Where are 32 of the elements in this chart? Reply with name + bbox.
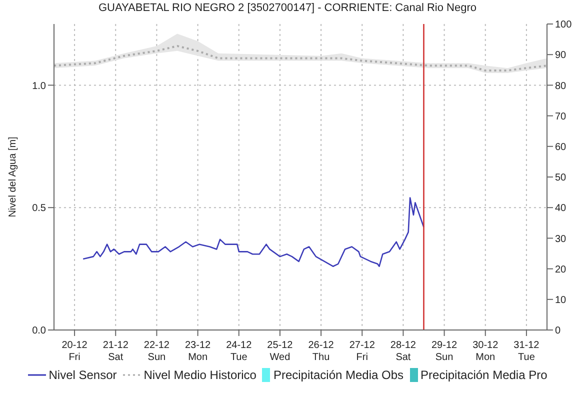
y2-tick-label: 60: [555, 142, 567, 153]
x-tick-label: 22-12 Sun: [144, 340, 170, 363]
y2-tick-label: 40: [555, 203, 567, 214]
x-tick-label: 24-12 Tue: [226, 340, 252, 363]
y2-tick-label: 30: [555, 234, 567, 245]
y-axis-title: Nivel del Agua [m]: [8, 136, 19, 218]
y2-tick-label: 20: [555, 264, 567, 276]
y-tick-label: 0.5: [32, 203, 46, 214]
y2-tick-label: 70: [555, 111, 567, 122]
legend-label: Precipitación Media Obs: [273, 368, 404, 382]
x-tick-label: 25-12 Wed: [267, 340, 294, 363]
legend-label: Nivel Sensor: [48, 368, 117, 382]
y2-tick-label: 100: [555, 20, 572, 31]
y2-tick-label: 50: [555, 172, 567, 184]
y-tick-label: 1.0: [32, 80, 46, 92]
x-tick-label: 21-12 Sat: [102, 340, 129, 363]
x-tick-label: 30-12 Mon: [472, 340, 499, 363]
x-tick-label: 27-12 Fri: [349, 340, 376, 363]
x-tick-label: 23-12 Mon: [185, 340, 212, 363]
y2-tick-label: 90: [555, 50, 567, 62]
y-tick-label: 0.0: [32, 326, 46, 337]
x-tick-label: 28-12 Sat: [390, 340, 416, 363]
y2-tick-label: 10: [555, 294, 567, 306]
chart-title: GUAYABETAL RIO NEGRO 2 [3502700147] - CORRIENTE: Canal Rio Negro: [97, 1, 478, 16]
x-tick-label: 20-12 Fri: [62, 340, 88, 363]
y2-tick-label: 80: [555, 80, 567, 92]
legend-label: Nivel Medio Historico: [144, 368, 256, 382]
y2-tick-label: 0: [555, 326, 561, 337]
legend-label: Precipitación Media Pro: [420, 368, 548, 382]
x-tick-label: 31-12 Tue: [514, 340, 540, 363]
x-tick-label: 29-12 Sun: [432, 340, 458, 363]
x-tick-label: 26-12 Thu: [308, 340, 334, 363]
